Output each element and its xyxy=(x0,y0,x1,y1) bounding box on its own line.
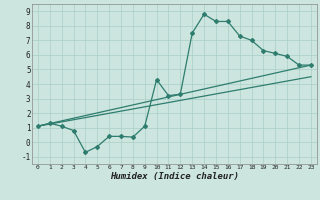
X-axis label: Humidex (Indice chaleur): Humidex (Indice chaleur) xyxy=(110,172,239,181)
